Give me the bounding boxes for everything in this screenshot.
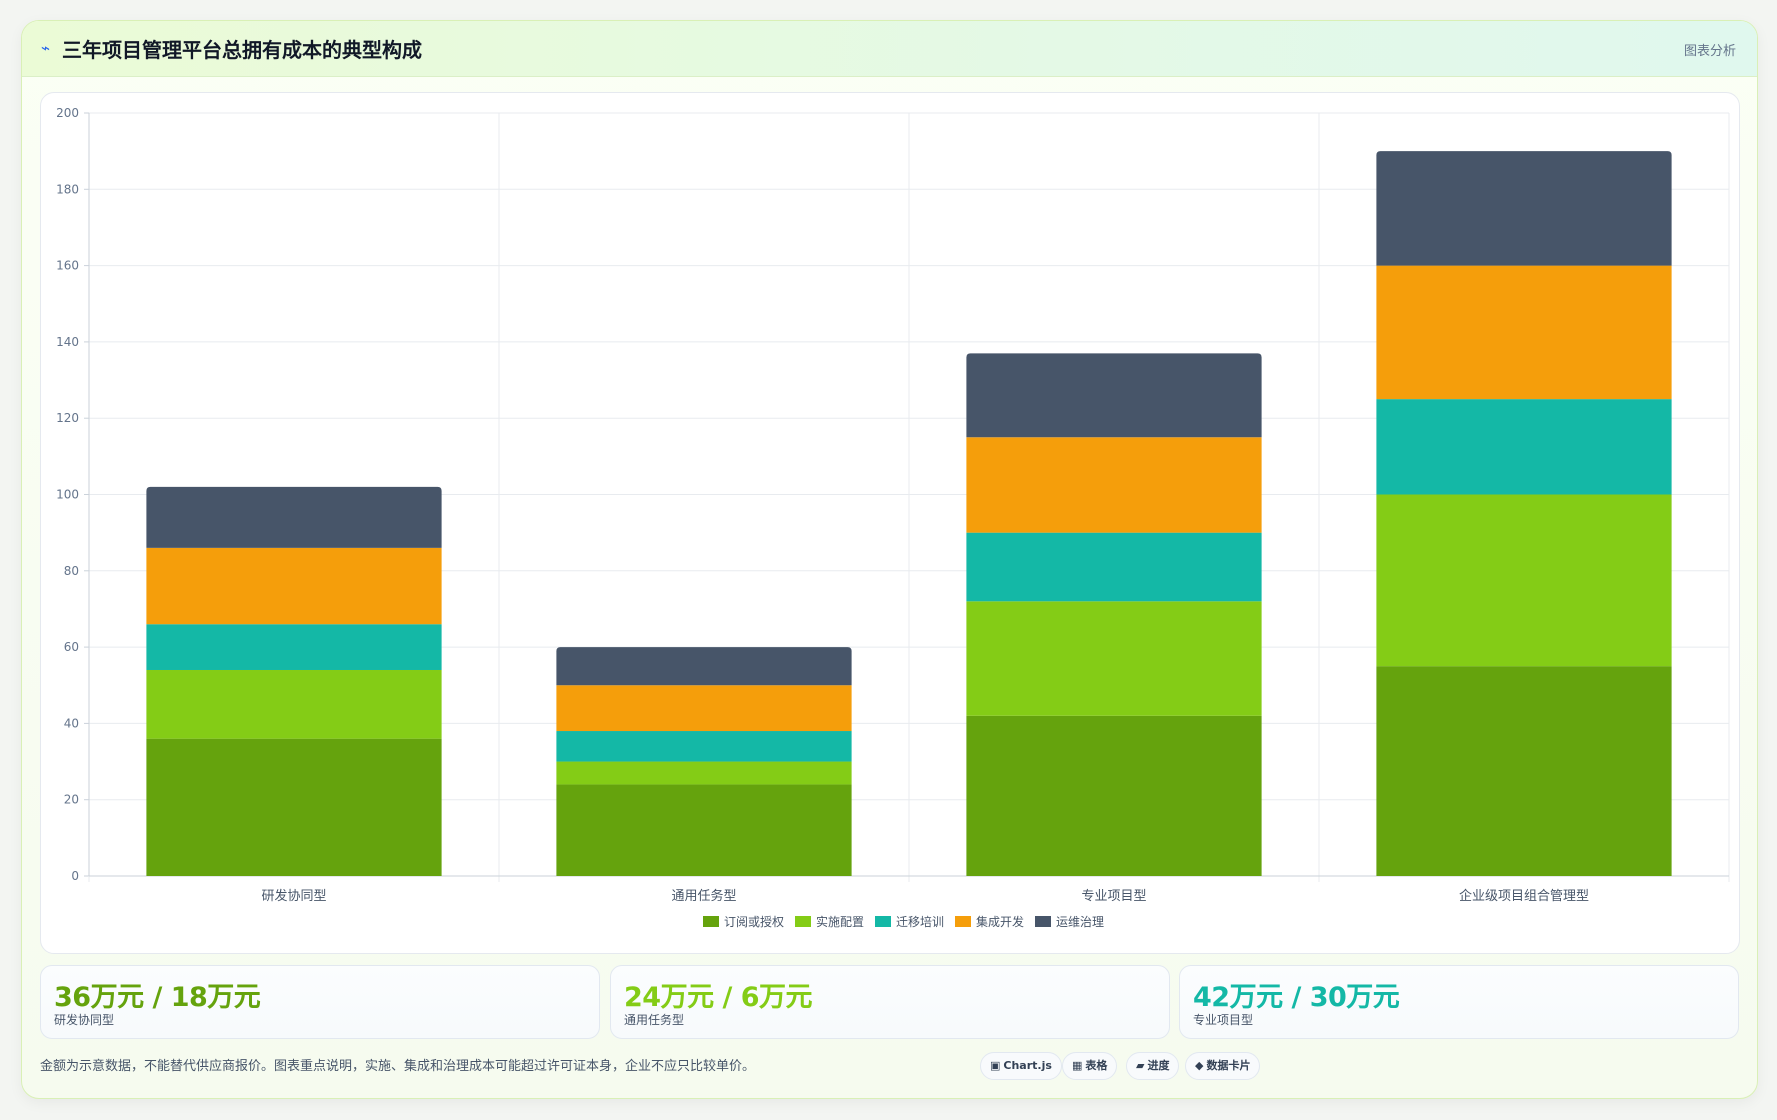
legend-label: 集成开发 — [976, 914, 1024, 929]
legend-label: 实施配置 — [816, 914, 864, 929]
kpi-label: 通用任务型 — [624, 1013, 685, 1027]
kpi-card-professional: 42万元 / 30万元 专业项目型 — [1179, 965, 1739, 1039]
y-tick-label: 200 — [56, 106, 79, 120]
chip-data-cards[interactable]: ◆ 数据卡片 — [1185, 1052, 1261, 1080]
bar-segment — [146, 486, 442, 548]
bar-segment — [1376, 494, 1672, 667]
chart-analysis-link[interactable]: 图表分析 — [1683, 44, 1736, 59]
x-tick-label: 专业项目型 — [1081, 889, 1146, 904]
y-tick-label: 40 — [64, 716, 79, 730]
y-tick-label: 120 — [56, 411, 79, 425]
chip-label: 表格 — [1085, 1059, 1108, 1072]
chip-progress[interactable]: ▰ 进度 — [1126, 1052, 1180, 1080]
legend-label: 迁移培训 — [896, 914, 944, 929]
lightning-icon: ⌁ — [41, 39, 51, 57]
kpi-value: 42万元 / 30万元 — [1193, 982, 1400, 1013]
y-tick-label: 80 — [64, 564, 79, 578]
bar-segment — [1376, 265, 1672, 400]
diamond-icon: ◆ — [1195, 1059, 1204, 1072]
legend-swatch — [703, 916, 719, 927]
y-tick-label: 180 — [56, 182, 79, 196]
legend-swatch — [955, 916, 971, 927]
legend-label: 运维治理 — [1056, 915, 1104, 929]
y-tick-label: 140 — [56, 335, 79, 349]
chip-label: 数据卡片 — [1206, 1059, 1251, 1072]
footer-note: 金额为示意数据，不能替代供应商报价。图表重点说明，实施、集成和治理成本可能超过许… — [40, 1059, 756, 1074]
kpi-value: 24万元 / 6万元 — [624, 982, 813, 1013]
bar-segment — [1376, 399, 1672, 495]
kpi-card-general: 24万元 / 6万元 通用任务型 — [610, 965, 1170, 1039]
bar-segment — [966, 532, 1262, 602]
chip-table[interactable]: ▦ 表格 — [1062, 1052, 1118, 1080]
x-tick-label: 研发协同型 — [261, 888, 326, 904]
kpi-value: 36万元 / 18万元 — [54, 982, 261, 1013]
chip-label: Chart.js — [1003, 1059, 1052, 1072]
bar-segment — [1376, 151, 1672, 266]
table-icon: ▦ — [1072, 1059, 1083, 1072]
chip-label: 进度 — [1147, 1059, 1170, 1072]
stacked-bar-chart: 0 20 40 60 80 100 120 140 160 180 200 研发协同型 通用任务型 专业项… — [56, 106, 1730, 929]
x-tick-label: 企业级项目组合管理型 — [1459, 888, 1589, 904]
chart-panel: ⌁ 三年项目管理平台总拥有成本的典型构成 图表分析 0 20 40 60 80 100 12… — [21, 20, 1758, 1099]
bar-segment — [966, 601, 1262, 716]
kpi-label: 研发协同型 — [54, 1013, 115, 1027]
bar-segment — [556, 647, 852, 686]
kpi-card-rd: 36万元 / 18万元 研发协同型 — [40, 965, 600, 1039]
bar-segment — [966, 353, 1262, 438]
legend-swatch — [795, 916, 811, 927]
bar-segment — [146, 624, 442, 670]
bar-segment — [556, 685, 852, 732]
y-tick-label: 160 — [56, 259, 79, 273]
y-tick-label: 60 — [64, 640, 79, 654]
bar-segment — [1376, 666, 1672, 876]
bar-segment — [556, 731, 852, 762]
y-tick-label: 100 — [56, 488, 79, 502]
chip-chartjs[interactable]: ▣ Chart.js — [980, 1052, 1062, 1080]
y-tick-label: 0 — [71, 869, 79, 883]
bar-segment — [556, 761, 852, 785]
legend-swatch — [875, 916, 891, 927]
progress-icon: ▰ — [1136, 1059, 1145, 1072]
bar-segment — [966, 437, 1262, 533]
kpi-label: 专业项目型 — [1193, 1013, 1254, 1027]
legend-swatch — [1035, 916, 1051, 927]
bar-segment — [146, 547, 442, 625]
bar-segment — [966, 715, 1262, 876]
bar-segment — [556, 784, 852, 876]
legend-label: 订阅或授权 — [724, 914, 784, 929]
bar-segment — [146, 738, 442, 876]
kpi-cards: 36万元 / 18万元 研发协同型 24万元 / 6万元 通用任务型 42万元 … — [40, 965, 1739, 1039]
chart-card: 0 20 40 60 80 100 120 140 160 180 200 研发协同型 通用任务型 专业项… — [40, 92, 1740, 954]
y-tick-label: 20 — [64, 793, 79, 807]
chart-icon: ▣ — [990, 1059, 1001, 1072]
x-tick-label: 通用任务型 — [671, 888, 736, 904]
chart-title: 三年项目管理平台总拥有成本的典型构成 — [62, 38, 422, 62]
bar-segment — [146, 669, 442, 739]
panel-header: ⌁ 三年项目管理平台总拥有成本的典型构成 图表分析 — [22, 21, 1757, 77]
